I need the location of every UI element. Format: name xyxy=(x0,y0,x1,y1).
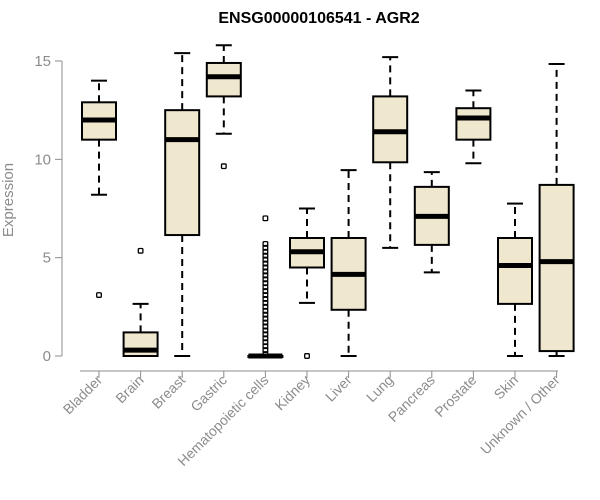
category-label: Lung xyxy=(363,372,396,405)
outlier-point xyxy=(262,339,269,346)
box-body xyxy=(538,183,575,353)
category-label: Prostate xyxy=(431,372,479,420)
outlier-point xyxy=(304,353,310,359)
outlier-point xyxy=(262,240,269,247)
y-tick-label: 10 xyxy=(34,151,51,168)
outlier-point xyxy=(262,284,269,291)
outlier-point xyxy=(262,268,269,275)
y-axis-label: Expression xyxy=(0,163,17,237)
outlier-point xyxy=(262,280,269,287)
outlier-point xyxy=(262,248,269,255)
box-body xyxy=(164,109,201,237)
outlier-point xyxy=(262,331,269,338)
category-label: Skin xyxy=(491,372,522,403)
outlier-point xyxy=(262,292,269,298)
y-ticks: 0 5 10 15 xyxy=(34,53,62,365)
outlier-point xyxy=(262,343,269,350)
outlier-point xyxy=(262,303,269,310)
outlier-point xyxy=(137,247,144,254)
outlier-point xyxy=(262,276,269,283)
outlier-point xyxy=(262,288,269,295)
y-tick-label: 5 xyxy=(43,250,51,267)
y-tick-label: 0 xyxy=(43,348,51,365)
box-body xyxy=(497,237,533,305)
box-body xyxy=(455,107,492,141)
outlier-point xyxy=(262,299,269,306)
outlier-point xyxy=(262,256,269,263)
outlier-point xyxy=(262,323,269,330)
outlier-point xyxy=(262,311,269,318)
outlier-point xyxy=(262,307,269,314)
category-label: Liver xyxy=(322,372,355,405)
category-label: Bladder xyxy=(60,372,106,418)
outlier-point xyxy=(262,272,269,279)
outlier-point xyxy=(262,319,269,326)
outlier-point xyxy=(262,296,269,302)
chart-title: ENSG00000106541 - AGR2 xyxy=(218,10,419,27)
category-label: Brain xyxy=(112,372,146,406)
outlier-point xyxy=(262,351,269,357)
outlier-point xyxy=(262,252,269,259)
x-ticks xyxy=(98,371,558,378)
box-body xyxy=(205,61,242,98)
outlier-point xyxy=(96,292,102,298)
outlier-point xyxy=(262,264,269,271)
category-label: Breast xyxy=(148,372,188,412)
outlier-point xyxy=(262,347,269,354)
outlier-point xyxy=(262,215,269,222)
boxes xyxy=(81,44,575,359)
outlier-point xyxy=(262,335,269,342)
outlier-point xyxy=(262,327,269,334)
y-tick-label: 15 xyxy=(34,53,51,70)
outlier-point xyxy=(262,260,269,267)
outlier-point xyxy=(220,163,227,170)
outlier-point xyxy=(262,315,269,322)
category-label: Unknown / Other xyxy=(477,372,563,458)
outlier-point xyxy=(262,244,269,251)
category-label: Kidney xyxy=(272,372,314,414)
